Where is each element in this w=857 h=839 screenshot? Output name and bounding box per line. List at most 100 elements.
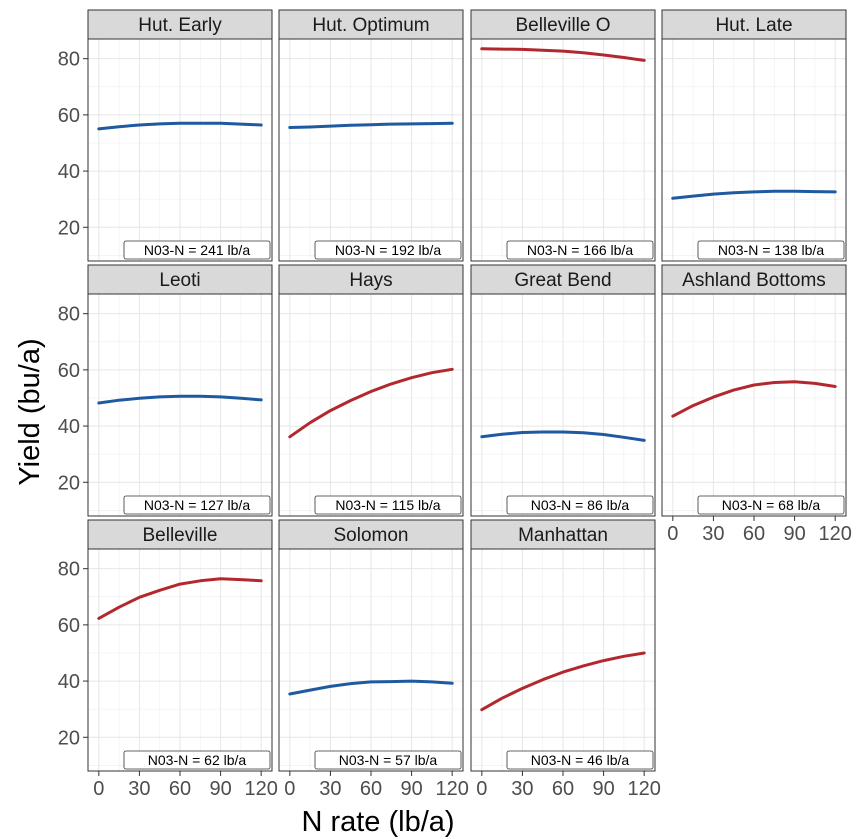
x-tick-label: 120: [818, 523, 851, 545]
x-tick-label: 30: [702, 523, 724, 545]
panel-6: Hays N03-N = 115 lb/a: [278, 264, 464, 517]
x-tick-label: 0: [284, 778, 295, 800]
panel-strip: [470, 519, 656, 550]
x-axis-title: N rate (lb/a): [301, 806, 454, 838]
y-tick-label: 20: [58, 727, 80, 749]
series-line: [480, 651, 646, 712]
panel-4: Hut. Late N03-N = 138 lb/a: [661, 9, 847, 262]
series-line: [671, 380, 837, 418]
y-tick-label: 80: [58, 559, 80, 581]
nitrate-label-box: [697, 495, 845, 515]
panel-title: Ashland Bottoms: [682, 270, 826, 291]
x-tick-label: 60: [360, 778, 382, 800]
nitrate-label: N03-N = 115 lb/a: [335, 497, 440, 513]
series-line: [97, 577, 263, 620]
x-tick-label: 0: [93, 778, 104, 800]
panel-strip: [470, 9, 656, 40]
x-tick-label: 30: [319, 778, 341, 800]
nitrate-label: N03-N = 57 lb/a: [339, 752, 438, 768]
panel-strip: [278, 9, 464, 40]
panel-title: Belleville O: [515, 15, 610, 36]
series-line: [288, 367, 454, 439]
nitrate-label: N03-N = 127 lb/a: [144, 497, 250, 513]
axes-layer: 20 40 60 80 20 40 60 80 0 30 60 90 120 20 40 60 80 0 30 60 9…: [58, 49, 852, 800]
y-tick-label: 60: [58, 105, 80, 127]
panel-8: Ashland Bottoms N03-N = 68 lb/a: [661, 264, 847, 517]
nitrate-label-box: [123, 750, 271, 770]
panel-10: Solomon N03-N = 57 lb/a: [278, 519, 464, 772]
nitrate-label: N03-N = 68 lb/a: [722, 497, 821, 513]
panel-title: Hut. Early: [138, 15, 222, 36]
y-tick-label: 80: [58, 49, 80, 71]
panel-11: Manhattan N03-N = 46 lb/a: [470, 519, 656, 772]
nitrate-label-box: [314, 495, 462, 515]
panel-title: Belleville: [143, 525, 218, 546]
x-tick-label: 60: [743, 523, 765, 545]
series-line: [97, 394, 263, 405]
panel-border: [470, 293, 656, 517]
nitrate-label: N03-N = 138 lb/a: [718, 242, 824, 258]
panel-strip: [87, 519, 273, 550]
y-tick-label: 20: [58, 217, 80, 239]
y-tick-label: 60: [58, 360, 80, 382]
x-tick-label: 90: [783, 523, 805, 545]
panel-1: Hut. Early N03-N = 241 lb/a: [87, 9, 273, 262]
nitrate-label-box: [506, 240, 654, 260]
y-tick-label: 40: [58, 671, 80, 693]
nitrate-label-box: [314, 240, 462, 260]
panel-border: [278, 38, 464, 262]
y-tick-label: 20: [58, 472, 80, 494]
series-line: [288, 679, 454, 696]
nitrate-label-box: [123, 240, 271, 260]
y-tick-label: 80: [58, 304, 80, 326]
nitrate-label: N03-N = 241 lb/a: [144, 242, 250, 258]
panel-7: Great Bend N03-N = 86 lb/a: [470, 264, 656, 517]
panel-strip: [661, 264, 847, 295]
y-tick-label: 60: [58, 615, 80, 637]
y-tick-label: 40: [58, 161, 80, 183]
panel-border: [278, 293, 464, 517]
panel-3: Belleville O N03-N = 166 lb/a: [470, 9, 656, 262]
nitrate-label-box: [314, 750, 462, 770]
panel-title: Great Bend: [514, 270, 611, 291]
panel-9: Belleville N03-N = 62 lb/a: [87, 519, 273, 772]
panel-strip: [278, 519, 464, 550]
series-line: [480, 430, 646, 442]
panels-layer: Hut. Early N03-N = 241 lb/a Hut. Optimum N0…: [87, 9, 847, 772]
x-tick-label: 120: [627, 778, 660, 800]
x-tick-label: 0: [476, 778, 487, 800]
panel-title: Hut. Optimum: [312, 15, 429, 36]
nitrate-label: N03-N = 166 lb/a: [527, 242, 633, 258]
nitrate-label-box: [697, 240, 845, 260]
panel-title: Leoti: [159, 270, 200, 291]
y-axis-title: Yield (bu/a): [14, 338, 46, 485]
panel-border: [87, 38, 273, 262]
x-tick-label: 60: [552, 778, 574, 800]
panel-title: Solomon: [334, 525, 409, 546]
x-tick-label: 90: [400, 778, 422, 800]
y-tick-label: 40: [58, 416, 80, 438]
x-tick-label: 60: [169, 778, 191, 800]
nitrate-label: N03-N = 192 lb/a: [335, 242, 441, 258]
nitrate-label: N03-N = 86 lb/a: [531, 497, 630, 513]
panel-2: Hut. Optimum N03-N = 192 lb/a: [278, 9, 464, 262]
nitrate-label-box: [123, 495, 271, 515]
panel-border: [470, 38, 656, 262]
series-line: [671, 189, 837, 200]
panel-strip: [87, 264, 273, 295]
x-tick-label: 30: [128, 778, 150, 800]
nitrate-label: N03-N = 46 lb/a: [531, 752, 630, 768]
nitrate-label: N03-N = 62 lb/a: [148, 752, 247, 768]
series-line: [288, 121, 454, 129]
x-tick-label: 120: [244, 778, 277, 800]
series-line: [480, 47, 646, 62]
nitrate-label-box: [506, 750, 654, 770]
panel-border: [661, 38, 847, 262]
panel-title: Hays: [349, 270, 392, 291]
panel-strip: [661, 9, 847, 40]
x-tick-label: 90: [209, 778, 231, 800]
x-tick-label: 120: [435, 778, 468, 800]
panel-border: [87, 293, 273, 517]
nitrate-label-box: [506, 495, 654, 515]
